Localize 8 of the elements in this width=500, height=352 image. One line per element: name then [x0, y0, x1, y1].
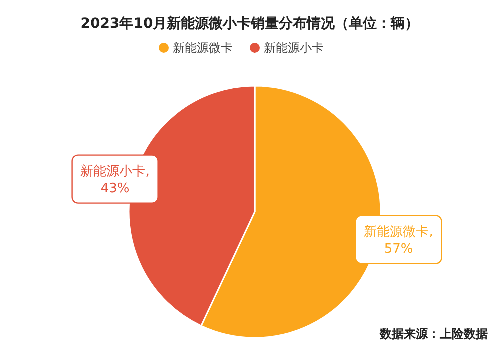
data-label: 新能源小卡, 43% [80, 164, 150, 196]
source-note: 数据来源：上险数据 [379, 327, 488, 341]
legend-item: 新能源微卡 [159, 41, 233, 55]
legend-label: 新能源小卡 [264, 41, 324, 55]
chart-title: 2023年10月新能源微小卡销量分布情况（单位：辆） [80, 15, 420, 32]
legend-item: 新能源小卡 [250, 41, 324, 55]
legend-label: 新能源微卡 [173, 41, 233, 55]
data-label: 新能源微卡, 57% [364, 224, 434, 257]
